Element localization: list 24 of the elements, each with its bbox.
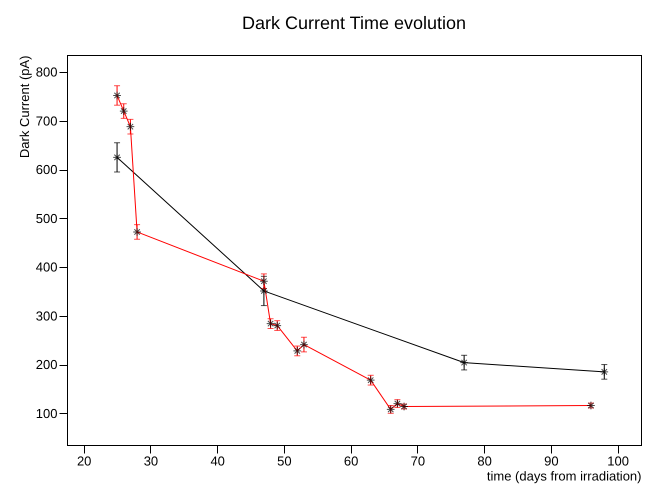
x-tick-label: 80: [477, 454, 492, 468]
x-tick-label: 100: [607, 454, 629, 468]
y-tick-label: 500: [36, 210, 58, 226]
x-tick-label: 30: [144, 454, 158, 468]
point: [460, 358, 468, 367]
point: [260, 286, 268, 296]
point: [112, 153, 122, 162]
x-tick-label: 20: [76, 454, 92, 468]
x-tick-label: 60: [344, 454, 358, 468]
y-tick-label: 400: [36, 260, 58, 275]
x-tick-label: 90: [544, 454, 559, 468]
x-tick-label: 70: [410, 454, 426, 468]
x-tick-label: 50: [277, 454, 292, 468]
chart-title: Dark Current Time evolution: [242, 13, 466, 33]
y-tick-label: 700: [36, 113, 58, 128]
y-tick-label: 100: [36, 406, 58, 421]
point: [600, 368, 609, 376]
y-tick-label: 600: [36, 162, 58, 178]
y-axis-title: Dark Current (pA): [16, 56, 32, 158]
x-axis-title: time (days from irradiation): [486, 468, 642, 484]
y-tick-label: 200: [36, 357, 58, 372]
y-tick-label: 800: [36, 64, 58, 80]
x-tick-label: 40: [210, 454, 225, 468]
y-tick-label: 300: [36, 308, 58, 324]
